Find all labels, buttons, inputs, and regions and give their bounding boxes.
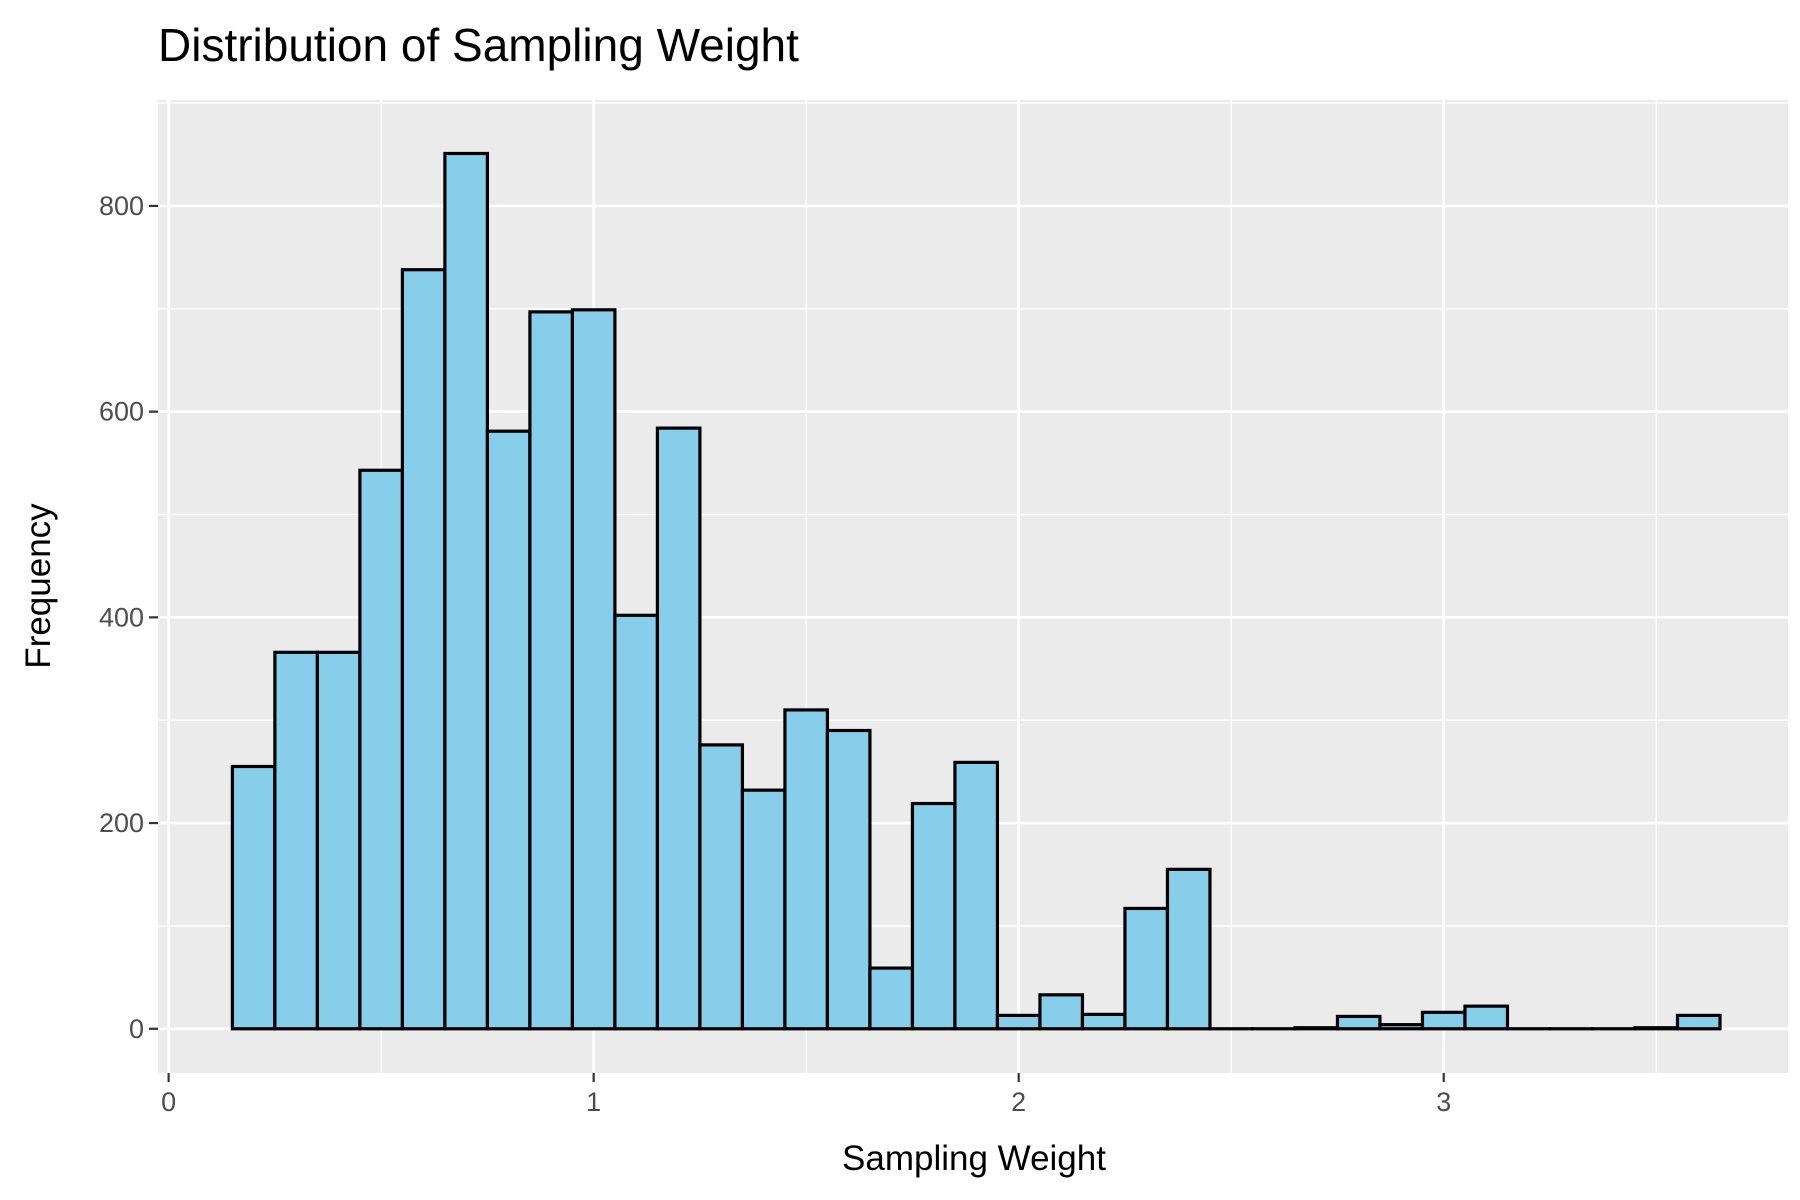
histogram-bar — [1123, 906, 1170, 1031]
histogram-bar — [315, 650, 362, 1031]
histogram-bar — [1335, 1014, 1382, 1031]
histogram-bar — [230, 764, 277, 1031]
histogram-bar — [443, 151, 490, 1031]
y-tick-label: 0 — [129, 1014, 144, 1044]
histogram-bar — [740, 788, 787, 1031]
histogram-bar — [528, 310, 575, 1031]
chart-title: Distribution of Sampling Weight — [158, 19, 799, 71]
x-tick-label: 3 — [1436, 1087, 1451, 1117]
histogram-bar — [698, 743, 745, 1031]
histogram-bar — [910, 801, 957, 1031]
histogram-bar — [655, 426, 702, 1031]
histogram-bar — [783, 708, 830, 1031]
histogram-bar — [358, 468, 404, 1031]
histogram-bar — [400, 268, 447, 1031]
histogram-bar — [1165, 867, 1212, 1031]
histogram-bar — [1378, 1023, 1425, 1031]
x-axis: 0 1 2 3 — [161, 1073, 1451, 1117]
y-tick-label: 200 — [99, 808, 144, 838]
histogram-bar — [868, 966, 915, 1031]
histogram-bar — [273, 650, 319, 1031]
histogram-bar — [995, 1013, 1042, 1031]
y-axis: 0 200 400 600 800 — [99, 191, 158, 1044]
histogram-bar — [1080, 1012, 1127, 1031]
histogram-bar — [485, 429, 532, 1031]
y-tick-label: 600 — [99, 397, 144, 427]
histogram-bar — [1293, 1026, 1340, 1031]
histogram-bar — [570, 308, 617, 1031]
x-axis-title: Sampling Weight — [842, 1139, 1106, 1178]
histogram-bar — [1463, 1004, 1510, 1031]
histogram-bar — [613, 613, 660, 1031]
histogram-bar — [1675, 1013, 1722, 1031]
y-tick-label: 400 — [99, 602, 144, 632]
histogram-bar — [1633, 1026, 1680, 1031]
x-tick-label: 2 — [1011, 1087, 1026, 1117]
y-tick-label: 800 — [99, 191, 144, 221]
histogram-bar — [1038, 993, 1085, 1031]
histogram-bar — [953, 760, 1000, 1031]
histogram-bar — [1420, 1010, 1467, 1031]
x-tick-label: 1 — [586, 1087, 601, 1117]
histogram-bar — [825, 728, 872, 1031]
y-axis-title: Frequency — [19, 503, 58, 669]
histogram-bars — [230, 151, 1722, 1031]
x-tick-label: 0 — [161, 1087, 176, 1117]
